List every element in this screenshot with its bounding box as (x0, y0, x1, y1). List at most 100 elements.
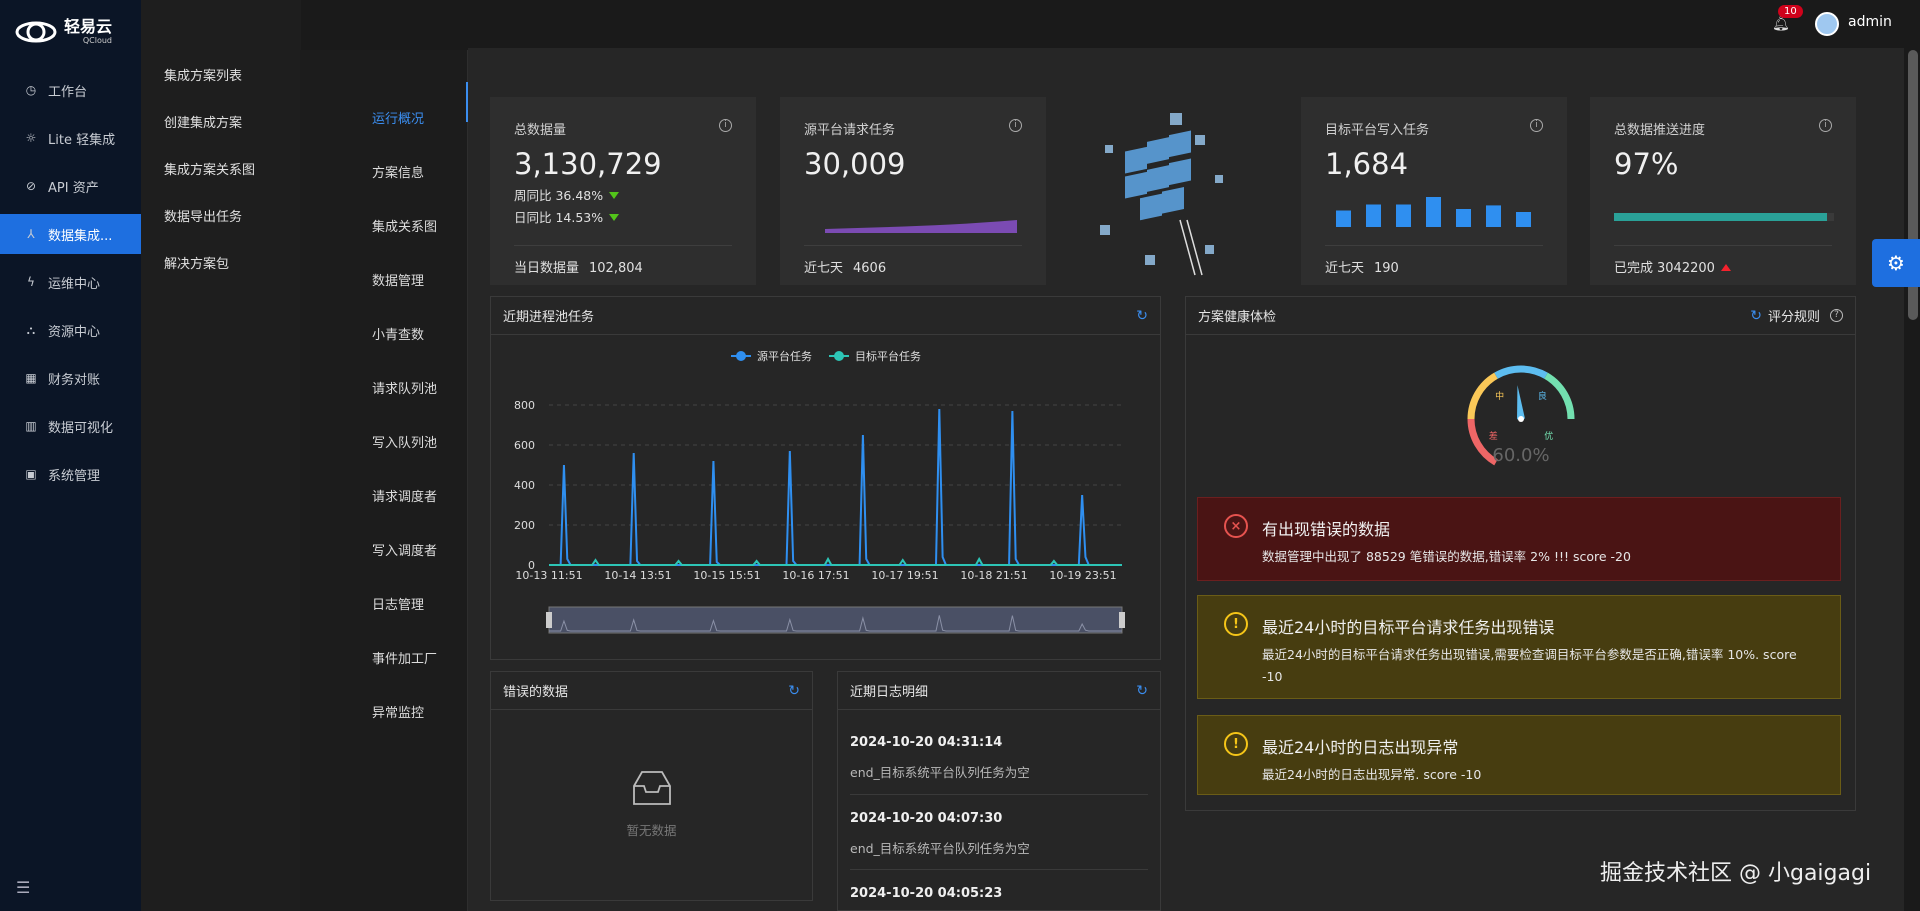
zoom-slider[interactable] (546, 606, 1125, 634)
avatar[interactable] (1815, 12, 1839, 36)
sparkline-bar (1486, 205, 1501, 227)
legend-label[interactable]: 源平台任务 (757, 349, 812, 363)
nav-item-label: 工作台 (48, 84, 88, 100)
tab-overview[interactable]: 运行概况 (372, 112, 425, 127)
progress-card: 总数据推送进度 i 97% 已完成 3042200 (1590, 97, 1856, 285)
panel-header: 近期进程池任务 ↻ (491, 297, 1160, 335)
subnav-item[interactable]: 集成方案关系图 (164, 163, 256, 178)
nav-item[interactable]: ⛬ 资源中心 (0, 310, 141, 350)
bell-icon[interactable]: 🔔︎ (1772, 16, 1790, 32)
card-value: 97% (1614, 147, 1679, 181)
legend-label[interactable]: 目标平台任务 (855, 349, 921, 363)
nav-item[interactable]: ☼ Lite 轻集成 (0, 118, 141, 158)
warning-circle-icon: ! (1224, 732, 1248, 756)
refresh-icon[interactable]: ↻ (1136, 307, 1148, 324)
x-tick-label: 10-15 15:51 (693, 569, 760, 582)
sparkline-bar (1456, 209, 1471, 227)
tab-item[interactable]: 集成关系图 (372, 220, 438, 235)
main-nav: 轻易云 QCloud ◷ 工作台 ☼ Lite 轻集成 ⊘ API 资产 ⅄ 数据集成... ϟ… (0, 0, 141, 911)
divider (1614, 245, 1832, 246)
nav-item[interactable]: ◷ 工作台 (0, 70, 141, 110)
gauge-pivot (1518, 416, 1524, 422)
card-value: 1,684 (1325, 147, 1409, 181)
day-compare-text: 日同比 14.53% (514, 210, 604, 225)
nav-item[interactable]: ⊘ API 资产 (0, 166, 141, 206)
tab-item[interactable]: 异常监控 (372, 706, 425, 721)
source-task-card: 源平台请求任务 i 30,009 近七天 4606 (780, 97, 1046, 285)
panel-header: 近期日志明细 ↻ (838, 672, 1160, 710)
gauge-label: 差 (1489, 430, 1498, 442)
tab-item[interactable]: 请求队列池 (372, 382, 438, 397)
trend-chart: 源平台任务 目标平台任务 0 200 400 600 800 10-13 11:51 10-14… (514, 349, 1125, 634)
info-icon[interactable]: i (1819, 119, 1832, 132)
x-tick-label: 10-17 19:51 (871, 569, 938, 582)
subnav-item[interactable]: 集成方案列表 (164, 69, 243, 84)
log-divider (850, 869, 1148, 870)
tab-list: 运行概况 方案信息 集成关系图 数据管理 小青查数 请求队列池 写入队列池 请求… (300, 50, 468, 911)
zoom-handle-left[interactable] (546, 612, 552, 628)
nav-item-label: 运维中心 (48, 276, 101, 292)
up-arrow-icon (1720, 264, 1731, 271)
gauge-label: 良 (1538, 390, 1547, 402)
tab-item[interactable]: 写入队列池 (372, 436, 438, 451)
brand-name: 轻易云 (64, 17, 113, 36)
zoom-track (548, 606, 1123, 634)
alert-title: 最近24小时的日志出现异常 (1262, 738, 1459, 757)
x-tick-label: 10-18 21:51 (960, 569, 1027, 582)
subnav-item[interactable]: 数据导出任务 (164, 210, 243, 225)
zoom-handle-right[interactable] (1119, 612, 1125, 628)
collapse-menu-icon[interactable]: ☰ (16, 878, 31, 897)
refresh-icon[interactable]: ↻ (1136, 682, 1148, 699)
process-pool-panel: 近期进程池任务 ↻ 源平台任务 目标平台任务 0 200 400 600 800 10-13 … (490, 296, 1161, 660)
footer-value: 102,804 (589, 261, 643, 276)
nav-item[interactable]: ϟ 运维中心 (0, 262, 141, 302)
nav-item[interactable]: ⅄ 数据集成... (0, 214, 141, 254)
subnav-item[interactable]: 创建集成方案 (164, 116, 243, 131)
nav-item-label: 资源中心 (48, 324, 101, 340)
zoom-preview-line (549, 615, 1122, 632)
divider (1325, 245, 1543, 246)
refresh-icon[interactable]: ↻ (1750, 307, 1762, 324)
help-icon[interactable]: ? (1830, 309, 1843, 322)
divider (514, 245, 732, 246)
tab-item[interactable]: 数据管理 (372, 274, 425, 289)
tab-item[interactable]: 请求调度者 (372, 490, 438, 505)
tab-item[interactable]: 方案信息 (372, 166, 425, 181)
alert-description: 数据管理中出现了 88529 笔错误的数据,错误率 2% !!! score -… (1262, 549, 1631, 564)
nav-item[interactable]: ▥ 数据可视化 (0, 406, 141, 446)
scrollbar[interactable] (1904, 48, 1920, 911)
scroll-thumb[interactable] (1908, 50, 1918, 320)
refresh-icon[interactable]: ↻ (788, 682, 800, 699)
warning-circle-icon: ! (1224, 612, 1248, 636)
sub-nav: 集成方案列表 创建集成方案 集成方案关系图 数据导出任务 解决方案包 (141, 0, 301, 911)
info-icon[interactable]: i (1530, 119, 1543, 132)
bulb-icon: ☼ (25, 131, 37, 145)
tab-item[interactable]: 日志管理 (372, 598, 425, 613)
info-icon[interactable]: i (719, 119, 732, 132)
tab-item[interactable]: 事件加工厂 (372, 652, 438, 667)
progress-track (1614, 213, 1834, 221)
card-title: 总数据量 (514, 123, 567, 138)
info-icon[interactable]: i (1009, 119, 1022, 132)
nav-item-label: 数据集成... (48, 228, 113, 244)
settings-gear-icon[interactable]: ⚙ (1872, 239, 1920, 287)
card-value: 30,009 (804, 147, 906, 181)
series-line (549, 408, 1122, 566)
down-arrow-icon (609, 192, 620, 199)
score-rule-link[interactable]: 评分规则 (1767, 310, 1820, 325)
user-name[interactable]: admin (1848, 14, 1892, 30)
bolt-icon: ϟ (27, 275, 35, 289)
nav-item[interactable]: ▣ 系统管理 (0, 454, 141, 494)
tab-item[interactable]: 写入调度者 (372, 544, 438, 559)
nav-item-label: 财务对账 (48, 372, 101, 388)
subnav-item[interactable]: 解决方案包 (164, 257, 230, 272)
log-message: end_目标系统平台队列任务为空 (850, 841, 1030, 856)
empty-text: 暂无数据 (626, 823, 677, 838)
nav-item[interactable]: ▦ 财务对账 (0, 358, 141, 398)
footer-label: 当日数据量 (514, 261, 580, 276)
tab-item[interactable]: 小青查数 (372, 328, 425, 343)
week-compare: 周同比 36.48% (514, 185, 620, 204)
nav-item-label: 数据可视化 (48, 420, 114, 436)
panel-header: 错误的数据 ↻ (491, 672, 812, 710)
log-time: 2024-10-20 04:31:14 (850, 735, 1003, 750)
